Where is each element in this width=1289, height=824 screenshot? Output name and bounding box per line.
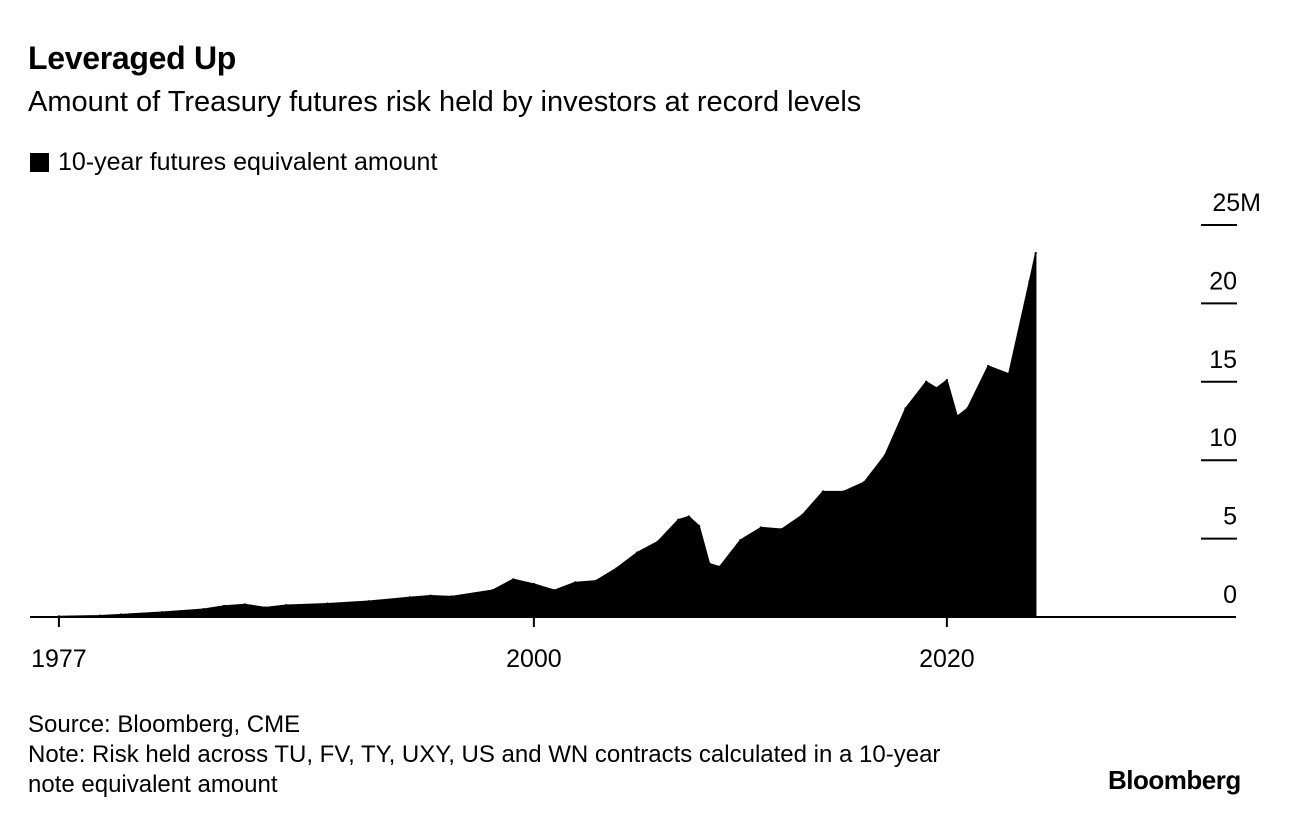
data-point	[408, 596, 412, 599]
data-point	[243, 603, 246, 606]
data-point	[708, 562, 711, 565]
note-text: Note: Risk held across TU, FV, TY, UXY, …	[28, 741, 941, 798]
data-point	[284, 604, 288, 607]
data-point	[656, 540, 659, 543]
data-point	[863, 481, 866, 484]
data-point	[553, 589, 556, 592]
legend-swatch	[30, 153, 49, 172]
data-point	[697, 524, 701, 528]
data-point	[987, 364, 990, 368]
data-point	[780, 528, 783, 531]
data-point	[615, 567, 618, 570]
legend: 10-year futures equivalent amount	[30, 148, 437, 177]
data-point	[821, 490, 825, 493]
data-point	[574, 581, 577, 584]
data-point	[635, 551, 639, 554]
data-point	[1028, 280, 1031, 283]
data-point	[532, 582, 536, 586]
y-tick-label: 25M	[1212, 189, 1261, 217]
data-point	[935, 386, 938, 390]
chart-subtitle: Amount of Treasury futures risk held by …	[28, 86, 862, 118]
x-tick-label: 2000	[506, 645, 562, 673]
source-text: Source: Bloomberg, CME	[28, 711, 301, 738]
data-point	[1034, 252, 1037, 255]
data-point	[264, 606, 267, 609]
x-tick-label: 2020	[919, 645, 975, 673]
data-point	[739, 539, 742, 542]
data-point	[904, 407, 907, 410]
data-point	[222, 604, 226, 608]
data-point	[677, 518, 680, 521]
data-point	[491, 589, 494, 592]
y-tick-label: 10	[1209, 424, 1237, 452]
data-point	[842, 490, 845, 493]
chart-title: Leveraged Up	[28, 40, 237, 76]
data-point	[429, 594, 432, 597]
x-tick-label: 1977	[31, 645, 87, 673]
y-tick-label: 5	[1223, 503, 1237, 531]
data-point	[801, 513, 804, 517]
data-point	[119, 613, 123, 616]
data-point	[1007, 372, 1010, 376]
y-tick-label: 15	[1209, 346, 1237, 374]
data-point	[687, 515, 690, 518]
data-point	[512, 578, 515, 581]
series-area-0	[58, 252, 1037, 618]
data-point	[367, 600, 370, 603]
data-point	[945, 379, 949, 382]
bloomberg-logo: Bloomberg	[1108, 765, 1241, 795]
y-tick-label: 0	[1223, 581, 1237, 609]
data-point	[759, 526, 763, 529]
data-point	[956, 415, 959, 418]
y-tick-label: 20	[1209, 267, 1237, 295]
data-point	[450, 595, 453, 598]
area-chart: 1977 2000 2020 0 5 10 15 20 25M	[30, 189, 1261, 673]
data-point	[326, 602, 329, 605]
data-point	[161, 611, 164, 614]
data-point	[594, 579, 597, 583]
data-point	[883, 454, 887, 457]
legend-label: 10-year futures equivalent amount	[58, 148, 438, 176]
data-point	[925, 380, 928, 383]
data-point	[966, 407, 969, 410]
data-point	[718, 565, 721, 568]
data-point	[202, 608, 205, 611]
